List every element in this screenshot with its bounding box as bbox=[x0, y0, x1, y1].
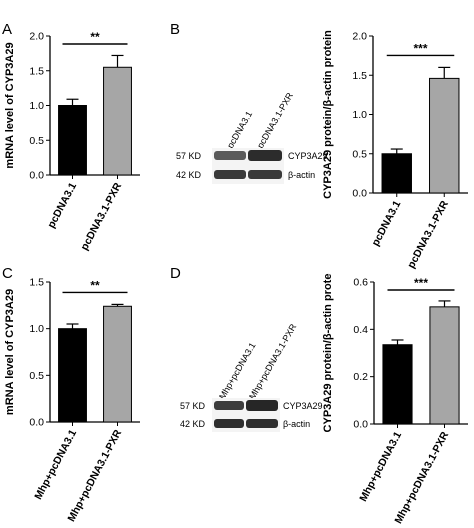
y-tick-label: 0.2 bbox=[353, 371, 368, 383]
blot-band bbox=[214, 151, 246, 160]
y-tick-label: 1.0 bbox=[29, 100, 44, 112]
y-tick-label: 2.0 bbox=[29, 31, 44, 43]
blot-band bbox=[214, 419, 244, 428]
y-tick-label: 0.5 bbox=[352, 148, 367, 160]
x-tick-label: Mhp+pcDNA3.1 bbox=[357, 430, 404, 504]
blot-band bbox=[214, 170, 246, 179]
blot-weight-label: 42 KD bbox=[176, 170, 202, 180]
blot-protein-label: CYP3A29 bbox=[283, 401, 323, 411]
blot-protein-label: β-actin bbox=[283, 419, 310, 429]
x-tick-label: Mhp+pcDNA3.1 bbox=[32, 428, 79, 502]
blot-weight-label: 57 KD bbox=[180, 401, 206, 411]
bar bbox=[103, 305, 132, 423]
bar bbox=[58, 105, 87, 176]
blot-band bbox=[248, 150, 282, 161]
panel-label-b: B bbox=[170, 21, 180, 38]
chart-panel-c: 0.0 0.5 1.0 1.5 mRNA level of CYP3A29 Mhp+pcD… bbox=[4, 277, 140, 524]
blot-weight-label: 57 KD bbox=[176, 151, 202, 161]
blot-band bbox=[246, 400, 278, 411]
bar bbox=[382, 344, 413, 425]
western-blot-d: Mhp+pcDNA3.1 Mhp+pcDNA3.1-PXR 57 KD 42 K… bbox=[180, 322, 323, 432]
panel-label-c: C bbox=[2, 265, 13, 282]
bar bbox=[429, 77, 460, 194]
significance-marker: ** bbox=[90, 278, 100, 292]
y-axis-label: CYP3A29 protein/β-actin protein bbox=[322, 30, 334, 199]
bar bbox=[103, 66, 132, 176]
bar bbox=[429, 306, 460, 425]
bar bbox=[58, 328, 87, 423]
y-tick-label: 0.4 bbox=[353, 324, 368, 336]
significance-marker: *** bbox=[413, 41, 427, 55]
y-tick-label: 1.5 bbox=[352, 70, 367, 82]
chart-panel-b: 0.0 0.5 1.0 1.5 2.0 CYP3A29 protein/β-actin p… bbox=[322, 30, 468, 270]
x-tick-label: Mhp+pcDNA3.1-PXR bbox=[392, 429, 451, 525]
y-tick-label: 0.6 bbox=[353, 277, 368, 289]
y-axis-label: mRNA level of CYP3A29 bbox=[4, 42, 16, 168]
y-tick-label: 0.0 bbox=[352, 188, 367, 200]
blot-lane-label: Mhp+pcDNA3.1-PXR bbox=[247, 322, 299, 401]
blot-protein-label: CYP3A29 bbox=[288, 151, 328, 161]
blot-band bbox=[246, 419, 278, 428]
x-tick-label: pcDNA3.1 bbox=[45, 181, 79, 231]
y-tick-label: 1.5 bbox=[29, 277, 44, 289]
panel-label-d: D bbox=[170, 265, 181, 282]
chart-panel-d: 0.0 0.2 0.4 0.6 CYP3A29 protein/β-actin prot… bbox=[322, 274, 468, 526]
y-tick-label: 0.0 bbox=[29, 417, 44, 429]
y-axis-label: mRNA level of CYP3A29 bbox=[4, 289, 16, 415]
y-tick-label: 1.0 bbox=[352, 109, 367, 121]
blot-lane-label: pcDNA3.1 bbox=[225, 109, 254, 150]
y-tick-label: 2.0 bbox=[352, 31, 367, 43]
x-tick-label: pcDNA3.1-PXR bbox=[78, 180, 124, 252]
y-axis-label: CYP3A29 protein/β-actin prote bbox=[322, 274, 334, 433]
y-tick-label: 0.5 bbox=[29, 135, 44, 147]
blot-band bbox=[248, 170, 282, 179]
y-tick-label: 0.5 bbox=[29, 370, 44, 382]
blot-band bbox=[214, 401, 244, 410]
x-tick-label: pcDNA3.1 bbox=[370, 199, 404, 249]
y-tick-label: 1.5 bbox=[29, 65, 44, 77]
blot-lane-label: pcDNA3.1-PXR bbox=[255, 90, 295, 150]
y-tick-label: 1.0 bbox=[29, 323, 44, 335]
x-tick-label: pcDNA3.1-PXR bbox=[405, 198, 451, 270]
bar bbox=[381, 153, 412, 194]
significance-marker: *** bbox=[414, 276, 428, 290]
y-tick-label: 0.0 bbox=[353, 419, 368, 431]
y-tick-label: 0.0 bbox=[29, 170, 44, 182]
blot-protein-label: β-actin bbox=[288, 170, 315, 180]
panel-label-a: A bbox=[2, 21, 12, 38]
western-blot-b: pcDNA3.1 pcDNA3.1-PXR 57 KD 42 KD CYP3A2… bbox=[176, 90, 328, 184]
chart-panel-a: 0.0 0.5 1.0 1.5 2.0 mRNA level of CYP3A29 pcDN… bbox=[4, 30, 140, 252]
significance-marker: ** bbox=[90, 30, 100, 44]
blot-weight-label: 42 KD bbox=[180, 419, 206, 429]
